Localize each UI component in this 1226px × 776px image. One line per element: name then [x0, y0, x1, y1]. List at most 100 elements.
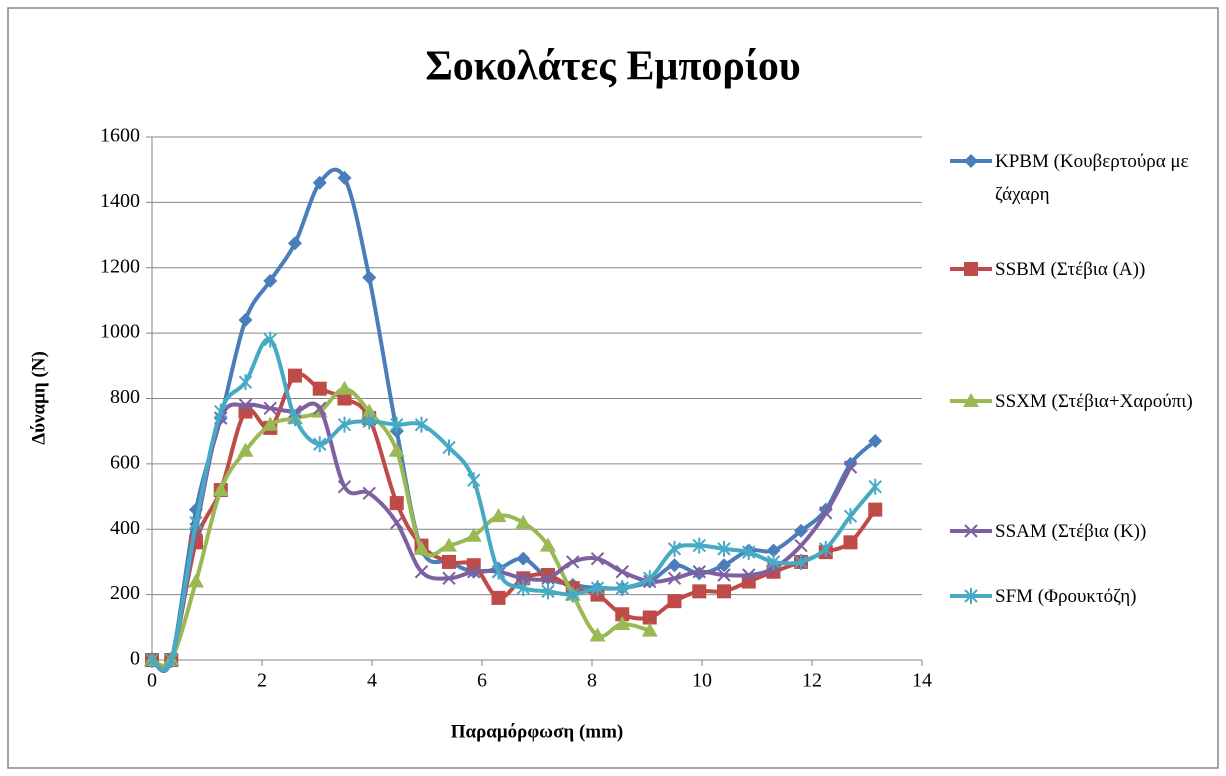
marker [390, 516, 404, 530]
legend-label: SSXM (Στέβια+Χαρούπι) [995, 391, 1193, 412]
marker [964, 154, 978, 168]
marker [541, 583, 555, 600]
marker [868, 433, 883, 448]
marker [843, 460, 858, 474]
marker [442, 554, 456, 569]
marker [362, 413, 376, 430]
marker [843, 508, 858, 525]
marker [615, 565, 629, 579]
marker [589, 627, 606, 642]
marker [263, 273, 278, 288]
marker [389, 496, 404, 511]
y-tick-label: 1200 [100, 255, 140, 277]
marker [361, 403, 378, 418]
marker [312, 175, 327, 190]
marker [717, 568, 731, 582]
marker [288, 410, 302, 427]
marker [667, 594, 682, 609]
marker [491, 590, 506, 605]
marker [212, 482, 229, 497]
marker [766, 543, 781, 558]
marker [263, 401, 277, 416]
legend-label: KPBM (Κουβερτούρα με ζάχαρη [995, 151, 1189, 205]
marker [794, 538, 808, 553]
marker [868, 502, 883, 517]
marker [337, 391, 352, 406]
marker [490, 508, 507, 523]
marker [843, 456, 858, 471]
marker [590, 580, 605, 597]
y-tick-label: 200 [110, 582, 140, 604]
marker [868, 478, 882, 495]
marker [692, 537, 706, 554]
marker [964, 524, 978, 538]
marker [414, 416, 429, 433]
marker [188, 573, 204, 588]
marker [467, 565, 481, 579]
marker [288, 236, 302, 251]
marker [742, 544, 756, 561]
chart-title: Σοκολάτες Εμπορίου [425, 44, 800, 90]
marker [667, 558, 682, 573]
marker [262, 416, 279, 431]
marker [441, 537, 457, 552]
marker [794, 553, 808, 570]
x-axis-label: Παραμόρφωση (mm) [451, 721, 624, 742]
marker [313, 401, 327, 416]
marker [442, 571, 456, 585]
x-tick-label: 12 [802, 670, 822, 692]
y-tick-label: 800 [110, 386, 140, 408]
marker [742, 568, 756, 582]
marker [362, 270, 377, 285]
marker [390, 416, 404, 433]
marker [263, 331, 277, 348]
marker [214, 403, 228, 420]
x-tick-label: 14 [912, 670, 932, 692]
marker [413, 540, 430, 555]
marker [643, 570, 657, 587]
marker [362, 486, 376, 501]
legend-label: SFM (Φρουκτόζη) [995, 586, 1137, 607]
marker [964, 262, 978, 276]
marker [566, 555, 580, 569]
marker [313, 436, 327, 453]
marker [312, 381, 327, 396]
marker [692, 584, 707, 599]
marker [614, 616, 631, 631]
legend-label: SSBM (Στέβια (A)) [995, 259, 1146, 280]
y-tick-label: 0 [130, 648, 140, 670]
marker [238, 313, 253, 328]
marker [337, 480, 352, 494]
marker [337, 170, 352, 185]
x-tick-label: 6 [477, 670, 487, 692]
marker [794, 523, 808, 538]
marker [516, 571, 530, 585]
y-axis-label: Δύναμη (N) [28, 351, 49, 445]
marker [843, 535, 858, 550]
marker [189, 514, 203, 531]
marker [238, 374, 253, 391]
marker [540, 537, 556, 552]
y-tick-label: 1600 [100, 125, 140, 147]
chart-frame [7, 7, 1219, 769]
marker [590, 551, 605, 566]
marker [819, 540, 833, 557]
marker [388, 442, 405, 457]
marker [288, 368, 302, 383]
marker [467, 472, 481, 489]
y-tick-label: 400 [110, 517, 140, 539]
marker [337, 416, 352, 433]
marker [515, 514, 532, 529]
marker [516, 580, 530, 597]
marker [442, 439, 456, 456]
marker [717, 584, 731, 599]
marker [963, 393, 979, 407]
marker [615, 607, 630, 622]
marker [717, 540, 731, 557]
marker [145, 652, 159, 668]
marker [717, 558, 731, 573]
y-tick-label: 1000 [100, 321, 140, 343]
marker [766, 553, 781, 570]
